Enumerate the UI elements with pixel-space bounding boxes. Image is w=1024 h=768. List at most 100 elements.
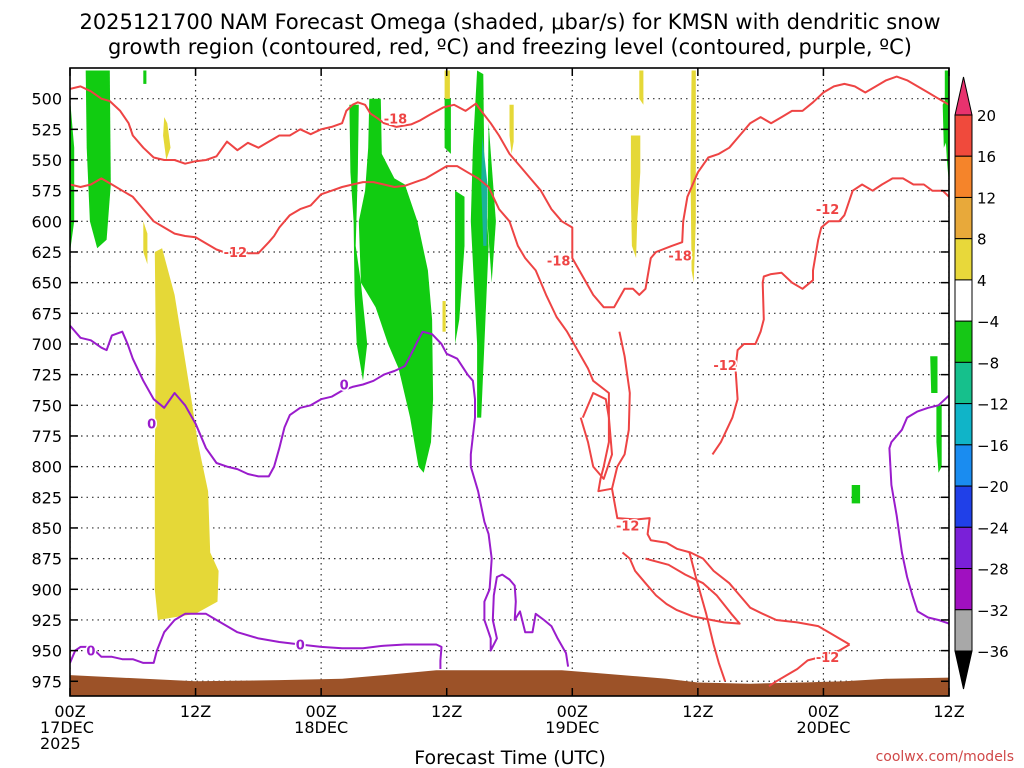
dendritic-growth-contour (711, 177, 949, 455)
colorbar-segment (954, 403, 973, 446)
omega-shaded-region (358, 98, 434, 473)
colorbar-label: −16 (977, 437, 1009, 455)
y-tick-label: 700 (31, 335, 62, 354)
colorbar-segment (954, 238, 973, 281)
dendritic-growth-contour (688, 552, 727, 682)
omega-shaded-region (690, 70, 696, 283)
omega-shaded-region (930, 356, 938, 393)
x-tick-label: 18DEC (294, 718, 348, 737)
y-tick-label: 550 (31, 151, 62, 170)
freezing-level-contour (70, 324, 476, 478)
colorbar-top-triangle (954, 76, 973, 116)
contour-label: -18 (384, 112, 408, 127)
omega-shaded-region (444, 98, 451, 154)
contour-label: 0 (147, 418, 156, 433)
omega-shaded-region (942, 92, 949, 148)
y-tick-label: 850 (31, 519, 62, 538)
x-tick-label: 12Z (180, 702, 211, 721)
colorbar-segment (954, 485, 973, 528)
omega-shaded-region (455, 190, 465, 344)
dendritic-growth-contour (621, 551, 741, 625)
source-credit[interactable]: coolwx.com/models (876, 749, 1014, 765)
x-tick-label: 12Z (682, 702, 713, 721)
omega-shaded-region (143, 221, 148, 265)
y-tick-label: 975 (31, 672, 62, 691)
y-tick-label: 775 (31, 427, 62, 446)
y-tick-label: 725 (31, 366, 62, 385)
y-tick-label: 900 (31, 580, 62, 599)
y-tick-label: 525 (31, 120, 62, 139)
x-tick-label: 12Z (431, 702, 462, 721)
x-tick-label: 00Z (808, 702, 839, 721)
contour-label: -12 (224, 246, 248, 261)
colorbar-segment (954, 114, 973, 157)
contour-label: 0 (86, 645, 95, 660)
omega-shaded-region (143, 70, 147, 84)
colorbar-label: 20 (977, 107, 996, 125)
y-tick-label: 925 (31, 611, 62, 630)
chart-title-line2: growth region (contoured, red, ºC) and f… (108, 35, 912, 59)
colorbar-segment (954, 444, 973, 487)
y-tick-label: 575 (31, 182, 62, 201)
y-tick-label: 825 (31, 488, 62, 507)
surface-terrain (70, 670, 949, 696)
colorbar-label: 12 (977, 189, 996, 207)
colorbar-label: −24 (977, 519, 1009, 537)
omega-shaded-region (442, 301, 446, 332)
dendritic-growth-contour (70, 165, 851, 646)
omega-shaded-region (936, 405, 942, 473)
dendritic-growth-contour (611, 331, 631, 489)
colorbar-label: −12 (977, 396, 1009, 414)
colorbar-label: 4 (977, 272, 987, 290)
omega-shaded-region (154, 248, 219, 621)
colorbar-bottom-triangle (954, 650, 973, 690)
colorbar-label: −4 (977, 313, 999, 331)
freezing-level-contour (888, 394, 949, 625)
omega-shaded-region (349, 104, 368, 381)
omega-shaded-region (444, 70, 450, 99)
colorbar-label: −28 (977, 561, 1009, 579)
omega-shaded-region (509, 104, 514, 154)
contour-label: -12 (816, 651, 840, 666)
x-tick-label: 12Z (933, 702, 964, 721)
colorbar-segment (954, 526, 973, 570)
colorbar-segment (954, 568, 973, 611)
colorbar-label: −8 (977, 354, 999, 372)
y-tick-label: 500 (31, 90, 62, 109)
x-tick-label: 00Z (54, 702, 85, 721)
freezing-level-contour (70, 612, 443, 669)
colorbar-label: 16 (977, 148, 996, 166)
colorbar-segment (954, 609, 973, 652)
colorbar-segment (954, 361, 973, 405)
dendritic-growth-contour (70, 75, 949, 309)
colorbar-label: −36 (977, 643, 1009, 661)
x-tick-label: 00Z (305, 702, 336, 721)
x-tick-label: 19DEC (545, 718, 599, 737)
omega-shaded-region (851, 485, 861, 504)
y-tick-label: 650 (31, 274, 62, 293)
y-tick-label: 750 (31, 396, 62, 415)
omega-shaded-region (481, 135, 488, 246)
y-tick-label: 875 (31, 550, 62, 569)
omega-shaded-region (163, 117, 171, 160)
colorbar-label: −32 (977, 602, 1009, 620)
contour-label: -18 (547, 255, 571, 270)
x-tick-label: 20DEC (796, 718, 850, 737)
omega-shaded-region (85, 70, 111, 249)
colorbar-label: 8 (977, 231, 987, 249)
contour-label: -12 (616, 520, 640, 535)
x-tick-label: 00Z (557, 702, 588, 721)
omega-shaded-region (630, 135, 641, 259)
contour-label: -12 (816, 203, 840, 218)
y-tick-label: 800 (31, 458, 62, 477)
x-tick-label: 2025 (40, 734, 81, 753)
omega-shaded-region (487, 123, 496, 283)
colorbar-segment (954, 279, 973, 322)
x-tick-label: 17DEC (40, 718, 94, 737)
y-tick-label: 675 (31, 304, 62, 323)
omega-shaded-region (639, 70, 644, 105)
freezing-level-contour (469, 466, 570, 667)
dendritic-growth-contour (579, 392, 613, 480)
chart-title-line1: 2025121700 NAM Forecast Omega (shaded, μ… (79, 10, 940, 34)
colorbar-label: −20 (977, 478, 1009, 496)
